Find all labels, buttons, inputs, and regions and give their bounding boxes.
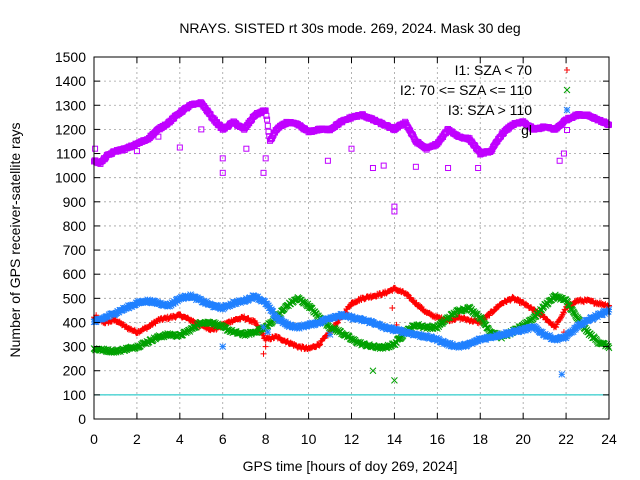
outlier-point bbox=[369, 165, 376, 172]
x-tick-label: 6 bbox=[219, 431, 227, 447]
chart-title: NRAYS. SISTED rt 30s mode. 269, 2024. Ma… bbox=[179, 20, 520, 36]
x-tick-labels: 0 2 4 6 8 10 12 14 16 18 20 22 24 bbox=[90, 431, 617, 447]
x-tick-label: 0 bbox=[90, 431, 98, 447]
legend-label: gl bbox=[521, 122, 532, 138]
outlier-point bbox=[389, 304, 396, 311]
data-point bbox=[540, 313, 547, 320]
data-point bbox=[556, 317, 563, 324]
y-tick-label: 1400 bbox=[55, 73, 86, 89]
y-tick-labels: 0 100 200 300 400 500 600 700 800 900 1000 1100 1200… bbox=[55, 49, 86, 427]
outlier-point bbox=[243, 145, 250, 152]
x-tick-label: 12 bbox=[344, 431, 360, 447]
y-tick-label: 900 bbox=[63, 194, 87, 210]
outlier-point bbox=[262, 343, 269, 350]
outlier-point bbox=[445, 165, 452, 172]
legend-marker bbox=[564, 67, 570, 73]
data-point bbox=[317, 341, 324, 348]
x-tick-label: 20 bbox=[515, 431, 531, 447]
plot-series bbox=[90, 99, 613, 384]
outlier-point bbox=[264, 328, 272, 336]
data-point bbox=[557, 315, 564, 322]
data-point bbox=[486, 312, 493, 319]
outlier-point bbox=[556, 157, 563, 164]
legend-label: I3: SZA > 110 bbox=[448, 102, 532, 118]
legend-marker bbox=[563, 86, 571, 94]
legend-marker bbox=[564, 127, 570, 133]
outlier-point bbox=[558, 370, 566, 378]
y-tick-label: 500 bbox=[63, 290, 87, 306]
y-tick-label: 800 bbox=[63, 218, 87, 234]
y-tick-label: 300 bbox=[63, 339, 87, 355]
x-tick-label: 14 bbox=[387, 431, 403, 447]
x-tick-label: 10 bbox=[301, 431, 317, 447]
y-tick-label: 1100 bbox=[56, 146, 86, 162]
x-tick-label: 4 bbox=[176, 431, 184, 447]
data-point bbox=[334, 319, 341, 326]
y-tick-label: 200 bbox=[63, 363, 87, 379]
x-tick-label: 18 bbox=[472, 431, 488, 447]
y-tick-label: 1500 bbox=[55, 49, 86, 65]
legend-label: I1: SZA < 70 bbox=[455, 62, 533, 78]
outlier-point bbox=[92, 145, 99, 152]
outlier-point bbox=[326, 331, 334, 338]
y-tick-label: 400 bbox=[63, 314, 87, 330]
data-point bbox=[260, 332, 267, 339]
y-tick-label: 700 bbox=[63, 242, 87, 258]
y-tick-label: 1200 bbox=[55, 121, 86, 137]
y-tick-label: 100 bbox=[63, 387, 87, 403]
data-point bbox=[230, 328, 237, 336]
outlier-point bbox=[324, 157, 331, 164]
data-point bbox=[346, 303, 353, 310]
data-point bbox=[558, 314, 565, 321]
data-point bbox=[562, 307, 569, 314]
legend-label: I2: 70 <= SZA <= 110 bbox=[400, 82, 532, 98]
outlier-point bbox=[219, 343, 227, 350]
outlier-point bbox=[369, 292, 376, 299]
x-tick-label: 16 bbox=[430, 431, 446, 447]
data-point bbox=[417, 302, 424, 309]
data-point bbox=[553, 324, 560, 331]
x-tick-label: 2 bbox=[133, 431, 141, 447]
data-point bbox=[404, 291, 411, 298]
data-point bbox=[316, 342, 323, 349]
outlier-point bbox=[151, 319, 158, 326]
outlier-point bbox=[260, 350, 267, 357]
x-tick-label: 24 bbox=[601, 431, 617, 447]
outlier-point bbox=[412, 163, 419, 170]
data-point bbox=[560, 309, 567, 316]
y-tick-label: 1300 bbox=[55, 97, 86, 113]
x-tick-label: 22 bbox=[558, 431, 574, 447]
y-tick-label: 600 bbox=[63, 266, 87, 282]
legend-marker bbox=[563, 106, 571, 114]
y-tick-label: 0 bbox=[78, 411, 86, 427]
y-tick-label: 1000 bbox=[55, 170, 86, 186]
x-tick-label: 8 bbox=[262, 431, 270, 447]
series-3 bbox=[91, 99, 612, 215]
outlier-point bbox=[380, 162, 387, 169]
data-point bbox=[438, 318, 445, 326]
y-axis-label: Number of GPS receiver-satellite rays bbox=[7, 123, 23, 358]
x-axis-label: GPS time [hours of doy 269, 2024] bbox=[243, 458, 458, 474]
data-point bbox=[347, 303, 354, 310]
data-point bbox=[558, 313, 565, 320]
